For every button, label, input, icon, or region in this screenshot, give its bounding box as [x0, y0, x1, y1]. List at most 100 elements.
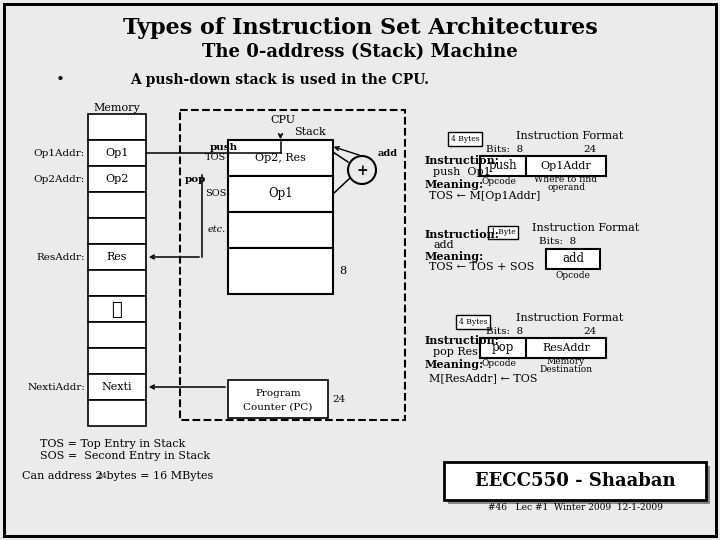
Text: Instruction:: Instruction:: [425, 154, 500, 165]
Text: Program: Program: [255, 388, 301, 397]
Text: Nexti: Nexti: [102, 382, 132, 392]
Text: Opcode: Opcode: [556, 271, 590, 280]
Text: A push-down stack is used in the CPU.: A push-down stack is used in the CPU.: [130, 73, 430, 87]
Text: Bits:  8: Bits: 8: [487, 327, 523, 336]
Text: push  Op1: push Op1: [433, 167, 491, 177]
Text: Bits:  8: Bits: 8: [539, 238, 577, 246]
Text: 4 Bytes: 4 Bytes: [459, 318, 487, 326]
Bar: [88, 400, 146, 426]
Text: bytes = 16 MBytes: bytes = 16 MBytes: [103, 471, 213, 481]
Bar: [228, 248, 333, 294]
Bar: [88, 348, 146, 374]
Text: Op2, Res: Op2, Res: [255, 153, 306, 163]
Text: Memory: Memory: [547, 356, 585, 366]
Bar: [448, 466, 710, 504]
Text: TOS = Top Entry in Stack: TOS = Top Entry in Stack: [40, 439, 185, 449]
Text: pop: pop: [185, 174, 207, 184]
Text: TOS ← M[Op1Addr]: TOS ← M[Op1Addr]: [429, 191, 541, 201]
Bar: [546, 249, 600, 269]
Bar: [88, 322, 146, 348]
Text: add: add: [433, 240, 454, 250]
Text: Instruction Format: Instruction Format: [516, 313, 624, 323]
Text: TOS ← TOS + SOS: TOS ← TOS + SOS: [429, 262, 534, 272]
Text: add: add: [562, 253, 584, 266]
Bar: [180, 110, 405, 420]
Text: 24: 24: [97, 472, 107, 480]
Text: Instruction:: Instruction:: [425, 228, 500, 240]
Text: ResAddr:: ResAddr:: [37, 253, 85, 261]
Text: 24: 24: [583, 145, 597, 154]
Text: •: •: [55, 73, 64, 87]
Text: Op1: Op1: [105, 148, 129, 158]
Text: NextiAddr:: NextiAddr:: [27, 382, 85, 392]
Bar: [526, 156, 606, 176]
Text: Op1Addr: Op1Addr: [541, 161, 591, 171]
Text: SOS =  Second Entry in Stack: SOS = Second Entry in Stack: [40, 451, 210, 461]
Bar: [88, 244, 146, 270]
Text: 8: 8: [339, 266, 346, 276]
Text: Counter (PC): Counter (PC): [243, 402, 312, 411]
Text: Stack: Stack: [294, 127, 326, 137]
Text: Meaning:: Meaning:: [425, 360, 484, 370]
Bar: [448, 132, 482, 146]
Text: Opcode: Opcode: [482, 359, 516, 368]
Text: push: push: [489, 159, 517, 172]
Text: TOS: TOS: [204, 153, 226, 163]
Text: CPU: CPU: [270, 115, 295, 125]
Text: Types of Instruction Set Architectures: Types of Instruction Set Architectures: [122, 17, 598, 39]
Text: #46   Lec #1  Winter 2009  12-1-2009: #46 Lec #1 Winter 2009 12-1-2009: [487, 503, 662, 512]
Bar: [88, 114, 146, 140]
Text: Where to find: Where to find: [534, 174, 598, 184]
Text: Op2Addr:: Op2Addr:: [34, 174, 85, 184]
Bar: [88, 374, 146, 400]
Bar: [526, 338, 606, 358]
Bar: [88, 218, 146, 244]
Bar: [456, 315, 490, 329]
Text: Instruction:: Instruction:: [425, 334, 500, 346]
Text: 24: 24: [332, 395, 346, 403]
Text: Op1Addr:: Op1Addr:: [34, 148, 85, 158]
Text: Bits:  8: Bits: 8: [487, 145, 523, 154]
Text: Op1: Op1: [268, 187, 293, 200]
Bar: [88, 270, 146, 296]
Text: ResAddr: ResAddr: [542, 343, 590, 353]
Text: Op2: Op2: [105, 174, 129, 184]
Text: Can address 2: Can address 2: [22, 471, 102, 481]
Text: 4 Bytes: 4 Bytes: [451, 135, 480, 143]
Bar: [444, 462, 706, 500]
Bar: [88, 296, 146, 322]
Text: Instruction Format: Instruction Format: [532, 223, 639, 233]
Text: SOS: SOS: [204, 190, 226, 199]
Text: Opcode: Opcode: [482, 177, 516, 186]
Text: Memory: Memory: [94, 103, 140, 113]
Text: Res: Res: [107, 252, 127, 262]
Text: pop Res: pop Res: [433, 347, 478, 357]
Text: Meaning:: Meaning:: [425, 179, 484, 190]
Text: Destination: Destination: [539, 366, 593, 375]
Text: push: push: [210, 144, 238, 152]
Text: operand: operand: [547, 184, 585, 192]
Text: etc.: etc.: [208, 226, 226, 234]
Text: Instruction Format: Instruction Format: [516, 131, 624, 141]
Bar: [480, 338, 526, 358]
Bar: [488, 226, 518, 239]
Bar: [228, 380, 328, 418]
Text: M[ResAddr] ← TOS: M[ResAddr] ← TOS: [429, 373, 538, 383]
Text: EECC550 - Shaaban: EECC550 - Shaaban: [474, 472, 675, 490]
Text: ⋯: ⋯: [112, 301, 122, 319]
Bar: [480, 156, 526, 176]
Text: The 0-address (Stack) Machine: The 0-address (Stack) Machine: [202, 43, 518, 61]
Bar: [88, 192, 146, 218]
Bar: [88, 166, 146, 192]
Text: add: add: [378, 150, 398, 159]
Text: Meaning:: Meaning:: [425, 251, 484, 261]
Circle shape: [348, 156, 376, 184]
Text: 24: 24: [583, 327, 597, 336]
Text: pop: pop: [492, 341, 514, 354]
Text: 1 Byte: 1 Byte: [490, 228, 516, 237]
Bar: [228, 212, 333, 248]
Text: +: +: [356, 164, 368, 178]
Bar: [88, 140, 146, 166]
Bar: [228, 176, 333, 212]
Bar: [228, 140, 333, 176]
